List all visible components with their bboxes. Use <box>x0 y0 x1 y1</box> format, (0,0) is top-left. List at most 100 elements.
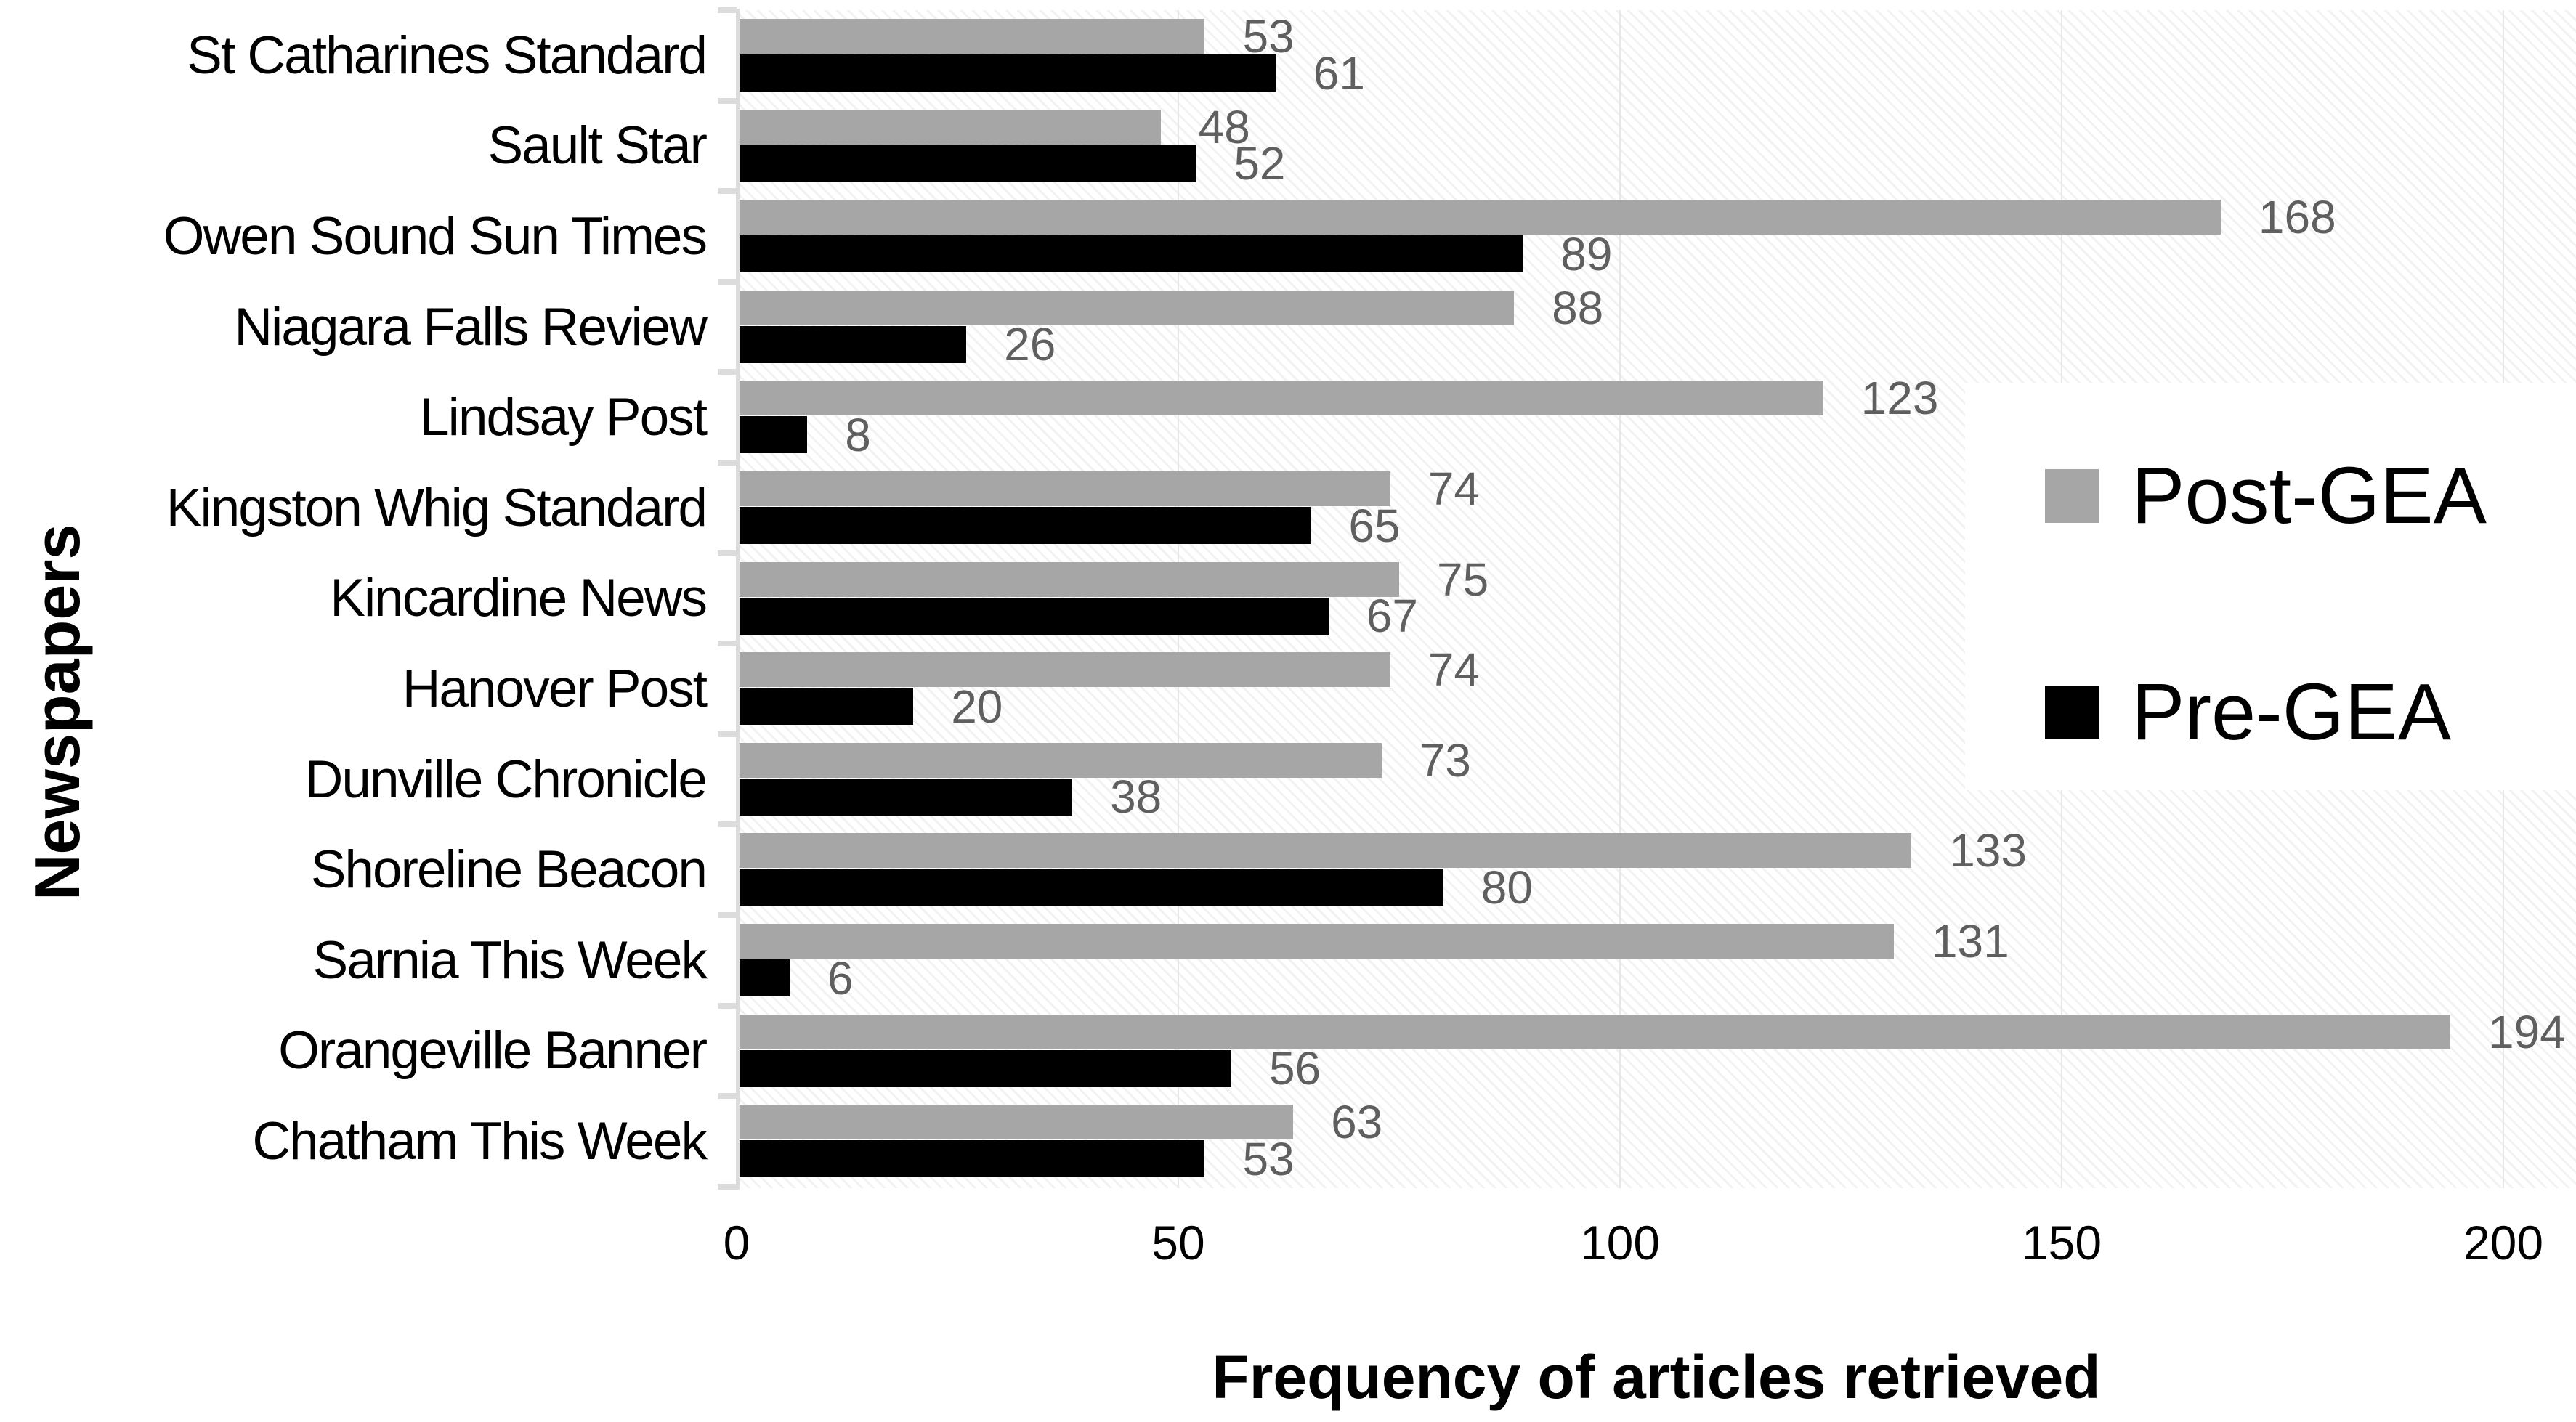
category-label: Hanover Post <box>402 659 708 718</box>
bar-value-label: 6 <box>827 951 854 1004</box>
legend-label: Pre-GEA <box>2131 667 2452 757</box>
bar-value-label: 123 <box>1860 372 1939 425</box>
bar-group-row: 74 65 <box>737 463 2576 553</box>
bar-value-label: 74 <box>1427 643 1481 696</box>
pre-gea-bar-8 <box>737 688 914 726</box>
y-axis-tick <box>718 188 737 195</box>
x-tick-label-150: 150 <box>2021 1216 2102 1269</box>
category-label: St Catharines Standard <box>187 25 708 85</box>
post-gea-bar-7 <box>737 561 1399 597</box>
y-axis-tick <box>718 278 737 285</box>
x-tick-label-0: 0 <box>723 1216 750 1269</box>
legend-swatch-icon <box>2045 469 2099 523</box>
category-label: Shoreline Beacon <box>310 840 708 900</box>
pre-gea-bar-13 <box>737 1140 1205 1178</box>
bar-group-row: 131 6 <box>737 915 2576 1006</box>
y-axis-tick <box>718 821 737 828</box>
bar-group-row: 53 61 <box>737 10 2576 101</box>
bar-group-row: 133 80 <box>737 824 2576 915</box>
bar-value-label: 52 <box>1234 137 1286 190</box>
pre-gea-bar-9 <box>737 778 1073 816</box>
bar-value-label: 63 <box>1331 1096 1383 1149</box>
pre-gea-bar-10 <box>737 869 1443 906</box>
y-axis-tick <box>718 460 737 466</box>
bar-group-row: 48 52 <box>737 101 2576 192</box>
post-gea-bar-11 <box>737 924 1894 959</box>
x-tick-label-50: 50 <box>1151 1216 1205 1269</box>
bar-value-label: 56 <box>1268 1042 1321 1095</box>
legend-swatch-icon <box>2045 686 2099 739</box>
y-axis-line <box>736 9 740 1190</box>
bar-value-label: 61 <box>1313 46 1365 99</box>
x-tick-label-100: 100 <box>1579 1216 1661 1269</box>
y-axis-tick <box>718 369 737 375</box>
bar-value-label: 38 <box>1110 771 1162 824</box>
bar-value-label: 88 <box>1552 281 1604 334</box>
post-gea-bar-4 <box>737 290 1515 325</box>
bar-value-label: 168 <box>2258 191 2336 244</box>
bar-value-label: 8 <box>845 408 871 461</box>
y-axis-tick <box>718 1093 737 1100</box>
post-gea-bar-12 <box>737 1014 2451 1049</box>
bar-value-label: 80 <box>1481 861 1533 914</box>
post-gea-bar-9 <box>737 742 1382 778</box>
legend-item-pre-gea: Pre-GEA <box>2045 673 2576 752</box>
y-axis-tick <box>718 731 737 737</box>
pre-gea-bar-11 <box>737 959 790 996</box>
x-tick-label-200: 200 <box>2463 1216 2544 1269</box>
category-label: Niagara Falls Review <box>234 297 708 357</box>
y-axis-tick <box>718 97 737 104</box>
bar-value-label: 67 <box>1366 590 1418 643</box>
category-label: Kingston Whig Standard <box>166 478 708 537</box>
post-gea-bar-2 <box>737 109 1161 145</box>
pre-gea-bar-1 <box>737 54 1276 92</box>
y-axis-tick <box>718 1002 737 1009</box>
bar-group-row: 123 8 <box>737 372 2576 463</box>
category-label: Kincardine News <box>330 569 708 628</box>
bar-group-row: 74 20 <box>737 643 2576 734</box>
bar-value-label: 133 <box>1949 824 2028 877</box>
legend-label: Post-GEA <box>2131 451 2487 540</box>
bar-value-label: 75 <box>1437 553 1489 606</box>
post-gea-bar-10 <box>737 833 1912 869</box>
bar-value-label: 89 <box>1560 227 1613 280</box>
post-gea-bar-5 <box>737 381 1823 416</box>
post-gea-bar-6 <box>737 471 1390 506</box>
category-label: Dunville Chronicle <box>304 749 708 809</box>
y-axis-tick <box>718 550 737 556</box>
bar-group-row: 63 53 <box>737 1096 2576 1187</box>
post-gea-bar-1 <box>737 19 1205 54</box>
bar-value-label: 26 <box>1004 318 1056 371</box>
legend: Post-GEA Pre-GEA <box>1965 383 2576 790</box>
bar-value-label: 73 <box>1419 734 1471 787</box>
pre-gea-bar-4 <box>737 325 967 363</box>
y-axis-tick <box>718 7 737 13</box>
post-gea-bar-8 <box>737 652 1390 688</box>
bar-value-label: 65 <box>1348 499 1401 552</box>
category-label: Sault Star <box>487 116 708 176</box>
pre-gea-bar-7 <box>737 597 1329 635</box>
bar-value-label: 53 <box>1242 10 1295 62</box>
category-label: Lindsay Post <box>420 388 708 447</box>
bar-group-row: 75 67 <box>737 553 2576 644</box>
bar-value-label: 20 <box>951 680 1003 733</box>
pre-gea-bar-2 <box>737 145 1196 182</box>
pre-gea-bar-6 <box>737 507 1311 544</box>
legend-item-post-gea: Post-GEA <box>2045 456 2576 536</box>
x-axis-title: Frequency of articles retrieved <box>1212 1343 2101 1411</box>
bar-value-label: 48 <box>1198 100 1250 153</box>
bar-group-row: 73 38 <box>737 734 2576 825</box>
pre-gea-bar-12 <box>737 1049 1231 1087</box>
y-axis-tick <box>718 641 737 647</box>
bar-value-label: 53 <box>1242 1132 1295 1185</box>
category-label: Orangeville Banner <box>278 1021 708 1081</box>
category-label: Chatham This Week <box>252 1111 708 1171</box>
gridline-100 <box>1619 10 1621 1188</box>
bar-group-row: 168 89 <box>737 191 2576 282</box>
bar-group-row: 194 56 <box>737 1006 2576 1097</box>
y-axis-tick <box>718 1183 737 1190</box>
pre-gea-bar-3 <box>737 235 1523 273</box>
bar-value-label: 194 <box>2488 1005 2566 1058</box>
category-label: Owen Sound Sun Times <box>163 206 708 266</box>
